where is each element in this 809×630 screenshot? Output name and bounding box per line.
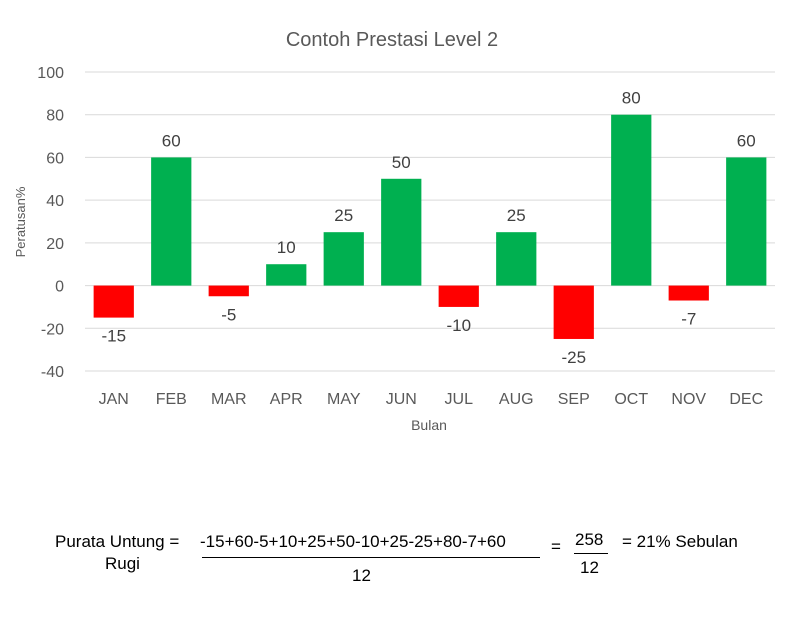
bars [93, 114, 767, 339]
x-tick-label: AUG [499, 391, 534, 408]
x-tick-label: DEC [729, 391, 763, 408]
bar [553, 285, 594, 339]
data-label: 80 [622, 89, 641, 108]
x-tick-label: JAN [99, 391, 129, 408]
data-label: 50 [392, 153, 411, 172]
sum-fraction-bar [574, 553, 608, 554]
y-axis-ticks: 100 80 60 40 20 0 -20 -40 [37, 65, 64, 381]
fraction-bar [202, 557, 540, 558]
bar [381, 178, 422, 286]
x-tick-label: OCT [614, 391, 648, 408]
sum-denominator: 12 [580, 558, 599, 577]
x-tick-label: NOV [671, 391, 706, 408]
x-tick-label: JUN [386, 391, 417, 408]
formula-numerator: -15+60-5+10+25+50-10+25-25+80-7+60 [200, 532, 506, 551]
formula-denominator: 12 [352, 566, 371, 585]
bar [208, 285, 249, 297]
data-label: 25 [507, 206, 526, 225]
bar [266, 264, 307, 286]
x-tick-label: SEP [558, 391, 590, 408]
data-labels: -15 60 -5 10 25 50 -10 25 -25 80 -7 60 [101, 89, 755, 367]
chart-title: Contoh Prestasi Level 2 [286, 29, 498, 51]
data-label: -15 [101, 327, 126, 346]
data-label: 60 [737, 131, 756, 150]
x-tick-label: JUL [445, 391, 474, 408]
y-tick-label: 80 [46, 108, 64, 125]
data-label: 25 [334, 206, 353, 225]
y-tick-label: -20 [41, 321, 64, 338]
y-tick-label: 60 [46, 150, 64, 167]
data-label: -7 [681, 310, 696, 329]
x-tick-label: MAR [211, 391, 247, 408]
bar [151, 157, 192, 286]
x-tick-label: MAY [327, 391, 361, 408]
bar [438, 285, 479, 307]
formula-label-line1: Purata Untung = [55, 532, 180, 551]
bar [496, 232, 537, 286]
bar [611, 114, 652, 286]
bar [668, 285, 709, 301]
gridlines [85, 71, 775, 372]
data-label: 10 [277, 238, 296, 257]
formula-label-line2: Rugi [105, 554, 140, 573]
x-axis-ticks: JAN FEB MAR APR MAY JUN JUL AUG SEP OCT NOV DEC [99, 391, 764, 408]
data-label: -5 [221, 305, 236, 324]
y-tick-label: -40 [41, 364, 64, 381]
x-tick-label: FEB [156, 391, 187, 408]
data-label: -10 [446, 316, 471, 335]
data-label: -25 [561, 348, 586, 367]
x-tick-label: APR [270, 391, 303, 408]
y-tick-label: 0 [55, 279, 64, 296]
bar-chart: Contoh Prestasi Level 2 100 80 60 40 20 0 -20 -… [13, 29, 775, 433]
y-tick-label: 20 [46, 236, 64, 253]
formula-equals: = [551, 537, 561, 556]
y-tick-label: 100 [37, 65, 64, 82]
bar [726, 157, 767, 286]
data-label: 60 [162, 131, 181, 150]
bar [93, 285, 134, 318]
sum-numerator: 258 [575, 530, 604, 549]
y-tick-label: 40 [46, 193, 64, 210]
bar [323, 232, 364, 286]
y-axis-label: Peratusan% [13, 186, 28, 257]
x-axis-label: Bulan [411, 417, 447, 433]
formula-result: = 21% Sebulan [622, 532, 738, 551]
